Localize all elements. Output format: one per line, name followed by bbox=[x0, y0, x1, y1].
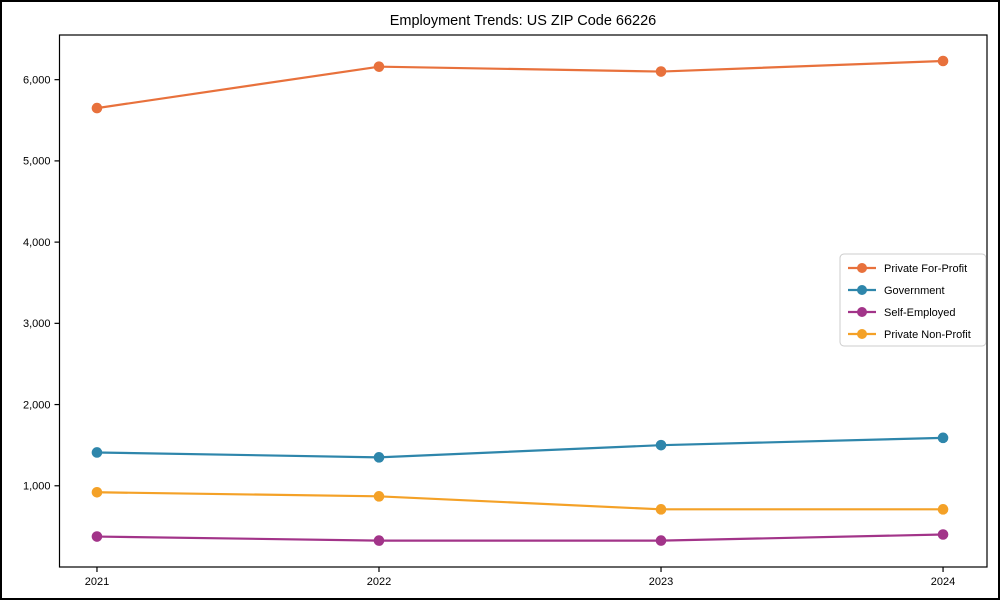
legend-marker-icon bbox=[857, 285, 867, 295]
legend: Private For-Profit Government Self-Employe… bbox=[839, 253, 987, 347]
data-point-self-employed-2021 bbox=[91, 531, 103, 542]
data-point-private-for-profit-2021 bbox=[91, 102, 103, 114]
legend-item-private-for-profit: Private For-Profit bbox=[848, 263, 967, 275]
data-point-private-non-profit-2021 bbox=[91, 486, 103, 498]
y-tick-label: 1,000 bbox=[23, 481, 51, 493]
legend-marker-icon bbox=[857, 263, 867, 273]
y-tick-label: 4,000 bbox=[23, 237, 51, 249]
y-tick-label: 5,000 bbox=[23, 156, 51, 168]
legend-item-self-employed: Self-Employed bbox=[848, 307, 956, 319]
series-line-self-employed bbox=[95, 533, 945, 542]
data-point-private-non-profit-2024 bbox=[937, 504, 949, 515]
plot-border bbox=[58, 34, 988, 568]
legend-label: Self-Employed bbox=[884, 307, 956, 319]
data-point-self-employed-2022 bbox=[373, 535, 385, 546]
x-tick-label: 2024 bbox=[931, 576, 955, 588]
x-tick-label: 2023 bbox=[649, 576, 673, 588]
legend-marker-icon bbox=[857, 307, 867, 317]
data-point-private-for-profit-2022 bbox=[373, 61, 385, 72]
data-point-private-for-profit-2024 bbox=[937, 55, 949, 67]
data-point-private-non-profit-2023 bbox=[655, 504, 667, 515]
x-tick-label: 2021 bbox=[85, 576, 109, 588]
data-point-government-2021 bbox=[91, 447, 103, 458]
legend-marker-icon bbox=[857, 329, 867, 339]
legend-label: Private Non-Profit bbox=[884, 329, 971, 341]
data-point-self-employed-2024 bbox=[937, 529, 949, 540]
series-line-government bbox=[95, 436, 945, 459]
legend-label: Government bbox=[884, 285, 945, 297]
data-point-self-employed-2023 bbox=[655, 535, 667, 546]
y-tick-label: 2,000 bbox=[23, 399, 51, 411]
series-line-private-non-profit bbox=[95, 491, 945, 511]
y-tick-label: 6,000 bbox=[23, 74, 51, 86]
y-tick-label: 3,000 bbox=[23, 318, 51, 330]
data-point-government-2024 bbox=[937, 432, 949, 444]
chart-title: Employment Trends: US ZIP Code 66226 bbox=[389, 13, 657, 29]
data-point-government-2023 bbox=[655, 439, 667, 451]
data-point-private-non-profit-2022 bbox=[373, 491, 385, 502]
legend-label: Private For-Profit bbox=[884, 263, 967, 275]
data-point-government-2022 bbox=[373, 452, 385, 463]
legend-item-government: Government bbox=[848, 285, 945, 297]
data-point-private-for-profit-2023 bbox=[655, 66, 667, 77]
legend-item-private-non-profit: Private Non-Profit bbox=[848, 329, 971, 341]
series-line-private-for-profit bbox=[95, 59, 945, 110]
legend-box bbox=[839, 253, 987, 347]
x-tick-label: 2022 bbox=[367, 576, 391, 588]
